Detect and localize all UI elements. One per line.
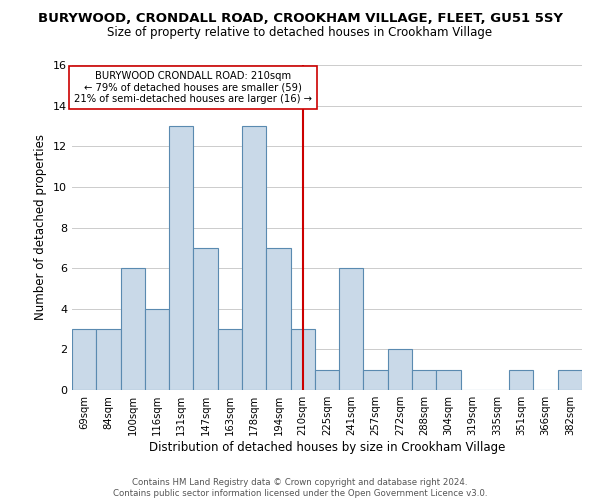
Bar: [364, 370, 388, 390]
Bar: [509, 370, 533, 390]
X-axis label: Distribution of detached houses by size in Crookham Village: Distribution of detached houses by size …: [149, 441, 505, 454]
Bar: [72, 329, 96, 390]
Bar: [315, 370, 339, 390]
Text: BURYWOOD CRONDALL ROAD: 210sqm
← 79% of detached houses are smaller (59)
21% of : BURYWOOD CRONDALL ROAD: 210sqm ← 79% of …: [74, 71, 313, 104]
Bar: [558, 370, 582, 390]
Bar: [145, 308, 169, 390]
Bar: [193, 248, 218, 390]
Bar: [218, 329, 242, 390]
Text: BURYWOOD, CRONDALL ROAD, CROOKHAM VILLAGE, FLEET, GU51 5SY: BURYWOOD, CRONDALL ROAD, CROOKHAM VILLAG…: [37, 12, 563, 26]
Text: Contains HM Land Registry data © Crown copyright and database right 2024.
Contai: Contains HM Land Registry data © Crown c…: [113, 478, 487, 498]
Bar: [266, 248, 290, 390]
Bar: [339, 268, 364, 390]
Bar: [121, 268, 145, 390]
Bar: [290, 329, 315, 390]
Bar: [242, 126, 266, 390]
Bar: [96, 329, 121, 390]
Bar: [412, 370, 436, 390]
Bar: [388, 350, 412, 390]
Text: Size of property relative to detached houses in Crookham Village: Size of property relative to detached ho…: [107, 26, 493, 39]
Y-axis label: Number of detached properties: Number of detached properties: [34, 134, 47, 320]
Bar: [436, 370, 461, 390]
Bar: [169, 126, 193, 390]
